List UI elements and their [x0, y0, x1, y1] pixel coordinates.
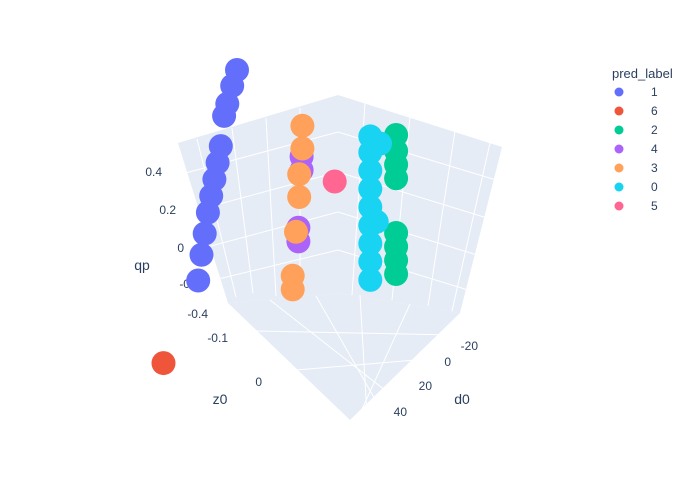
y-axis-label: z0 [213, 391, 228, 407]
legend-item-0[interactable]: 0 [614, 180, 659, 194]
y-tick-label: 0 [255, 375, 262, 389]
legend-title: pred_label [612, 66, 673, 81]
gridline [359, 294, 368, 416]
legend-label: 1 [651, 85, 658, 99]
x-tick-label: 0 [444, 355, 451, 369]
x-tick-label: 20 [419, 379, 433, 393]
legend-marker-icon [614, 106, 624, 116]
legend-item-1[interactable]: 1 [614, 85, 659, 99]
gridline [231, 127, 254, 294]
gridline [427, 130, 456, 307]
legend: pred_label 1 6 2 4 3 0 5 [612, 66, 673, 213]
gridline [451, 142, 491, 312]
legend-label: 2 [651, 123, 658, 137]
data-point-label-0 [358, 267, 383, 292]
data-point-label-0 [358, 249, 383, 274]
z-axis-label: qp [134, 257, 150, 273]
z-tick-label: -0.4 [187, 307, 208, 321]
legend-label: 0 [651, 180, 658, 194]
data-point-label-3 [290, 136, 315, 161]
y-tick-label: -0.1 [207, 331, 228, 345]
data-point-label-0 [364, 209, 389, 234]
data-point-label-6 [151, 351, 176, 376]
legend-marker-icon [614, 87, 624, 97]
data-point-label-1 [212, 103, 237, 128]
legend-label: 4 [651, 142, 658, 156]
legend-label: 3 [651, 161, 658, 175]
z-tick-label: 0.2 [159, 203, 176, 217]
data-point-label-3 [287, 185, 312, 209]
legend-marker-icon [614, 144, 624, 154]
legend-marker-icon [614, 201, 624, 211]
gridline [315, 295, 381, 409]
data-point-label-0 [358, 231, 383, 256]
gridline [205, 249, 339, 283]
x-tick-label: -20 [461, 339, 479, 353]
data-point-label-1 [186, 268, 211, 293]
gridline [357, 303, 411, 419]
data-point-label-2 [384, 166, 409, 191]
floor-plane [228, 293, 460, 420]
x-tick-label: 40 [394, 405, 408, 419]
legend-items: 1 6 2 4 3 0 5 [614, 85, 659, 213]
data-point-label-0 [358, 176, 383, 201]
z-tick-label: 0 [177, 241, 184, 255]
legend-marker-icon [614, 163, 624, 173]
data-points [151, 58, 409, 376]
x-axis-label: d0 [454, 391, 470, 407]
legend-item-2[interactable]: 2 [614, 123, 659, 137]
legend-marker-icon [614, 125, 624, 135]
z-tick-label: 0.4 [145, 165, 162, 179]
data-point-label-0 [368, 131, 392, 156]
data-point-label-1 [192, 221, 217, 246]
legend-label: 6 [651, 104, 658, 118]
data-point-label-3 [290, 113, 315, 138]
gridline [177, 131, 339, 176]
legend-label: 5 [651, 199, 658, 213]
gridline [255, 330, 456, 336]
data-point-label-1 [195, 200, 220, 225]
data-point-label-3 [280, 277, 305, 302]
legend-item-4[interactable]: 4 [614, 142, 659, 156]
data-point-label-1 [220, 73, 245, 98]
data-point-label-2 [384, 262, 409, 286]
data-point-label-5 [322, 169, 347, 194]
legend-item-5[interactable]: 5 [614, 199, 659, 213]
data-point-label-0 [358, 158, 383, 183]
data-point-label-3 [287, 162, 312, 187]
gridline [265, 117, 277, 297]
legend-marker-icon [614, 182, 624, 192]
gridline [295, 357, 441, 371]
data-point-label-3 [284, 219, 308, 244]
gridline [195, 211, 339, 251]
data-point-label-1 [189, 242, 214, 267]
legend-item-3[interactable]: 3 [614, 161, 659, 175]
legend-item-6[interactable]: 6 [614, 104, 659, 118]
